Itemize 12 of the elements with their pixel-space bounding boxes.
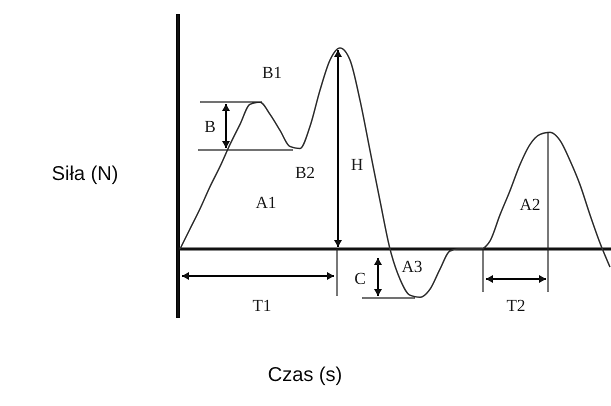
annotation: T2 [506, 296, 526, 315]
x-axis-title: Czas (s) [268, 364, 342, 386]
annotation: A3 [402, 257, 422, 276]
annotation: A2 [520, 195, 540, 214]
annotation: B2 [295, 163, 315, 182]
y-axis-title: Siła (N) [52, 163, 118, 185]
annotation: B [204, 117, 216, 136]
annotation: C [354, 269, 366, 288]
annotation: H [350, 155, 364, 174]
annotation: B1 [262, 63, 282, 82]
annotation: T1 [252, 296, 272, 315]
annotation: A1 [256, 193, 276, 212]
